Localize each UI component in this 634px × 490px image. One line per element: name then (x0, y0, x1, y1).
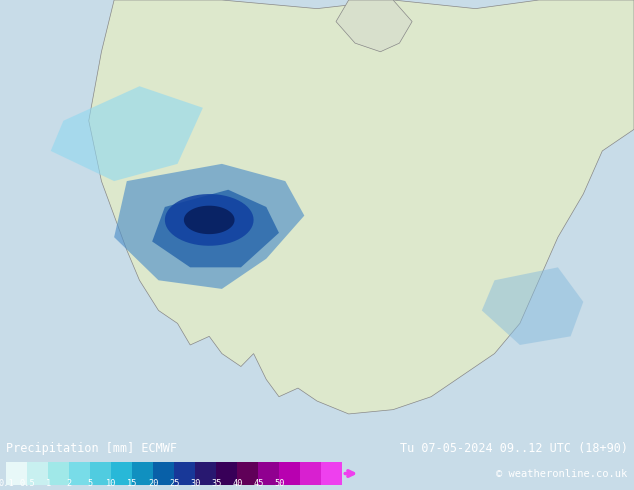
Polygon shape (114, 164, 304, 289)
Text: 0.1: 0.1 (0, 479, 14, 488)
Bar (280, 462, 301, 485)
Text: Tu 07-05-2024 09..12 UTC (18+90): Tu 07-05-2024 09..12 UTC (18+90) (399, 442, 628, 455)
Text: 1: 1 (46, 479, 51, 488)
Text: © weatheronline.co.uk: © weatheronline.co.uk (496, 468, 628, 479)
Text: 25: 25 (169, 479, 179, 488)
Bar (259, 462, 280, 485)
Bar (91, 462, 112, 485)
Bar (195, 462, 216, 485)
Text: 20: 20 (148, 479, 158, 488)
Polygon shape (165, 194, 254, 246)
Text: 50: 50 (274, 479, 285, 488)
Polygon shape (482, 268, 583, 345)
Bar (216, 462, 237, 485)
Bar (48, 462, 69, 485)
Bar (321, 462, 342, 485)
Polygon shape (336, 0, 412, 52)
Polygon shape (51, 86, 203, 181)
Bar (69, 462, 91, 485)
Bar (27, 462, 48, 485)
Bar (112, 462, 133, 485)
Text: Precipitation [mm] ECMWF: Precipitation [mm] ECMWF (6, 442, 178, 455)
Text: 30: 30 (190, 479, 200, 488)
Text: 35: 35 (211, 479, 222, 488)
Polygon shape (152, 190, 279, 268)
Bar (301, 462, 321, 485)
Bar (6, 462, 27, 485)
Bar (237, 462, 259, 485)
Bar (153, 462, 174, 485)
Text: 10: 10 (106, 479, 117, 488)
Bar (174, 462, 195, 485)
Bar (133, 462, 153, 485)
Text: 0.5: 0.5 (20, 479, 36, 488)
Polygon shape (89, 0, 634, 414)
Text: 2: 2 (67, 479, 72, 488)
Polygon shape (184, 206, 235, 234)
Text: 5: 5 (87, 479, 93, 488)
Text: 15: 15 (127, 479, 138, 488)
Text: 40: 40 (232, 479, 243, 488)
Text: 45: 45 (253, 479, 264, 488)
